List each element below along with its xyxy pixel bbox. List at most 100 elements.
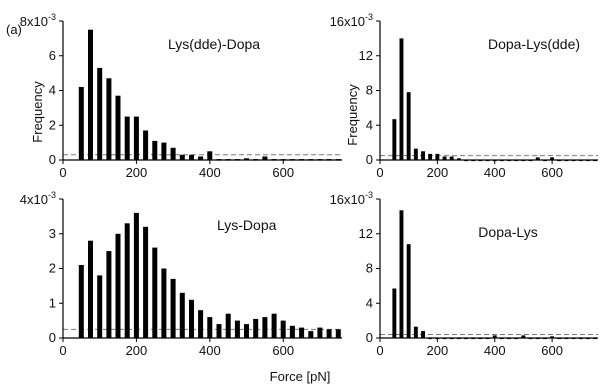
y-multiplier-label: 16x10-3 [330, 190, 373, 207]
y-tick-label: 8 [366, 83, 373, 98]
histogram-bar [399, 38, 404, 160]
y-tick-label: 4 [49, 83, 56, 98]
histogram-bar [207, 317, 213, 338]
histogram-bar [317, 327, 323, 338]
histogram-bar [308, 331, 314, 338]
histogram-bar [435, 153, 440, 160]
histogram-bar [170, 278, 176, 338]
histogram-bar [521, 335, 526, 338]
histogram-bar [225, 313, 231, 338]
histogram-bar [442, 156, 447, 160]
x-tick-label: 600 [541, 343, 563, 358]
histogram-bar [326, 329, 332, 338]
x-tick-label: 0 [376, 165, 383, 180]
histogram-bar [449, 156, 454, 160]
histogram-bar [143, 130, 149, 160]
histogram-bar [335, 329, 341, 338]
histogram-bar [550, 336, 554, 338]
panel-title: Dopa-Lys(dde) [488, 36, 580, 52]
x-tick-label: 600 [272, 343, 294, 358]
histogram-bar [152, 140, 158, 160]
x-tick-label: 200 [126, 165, 148, 180]
y-tick-label: 6 [49, 48, 56, 63]
y-tick-label: 12 [359, 48, 373, 63]
histogram-bar [456, 158, 461, 160]
histogram-bar [421, 151, 425, 160]
panel-title: Lys-Dopa [217, 217, 277, 233]
histogram-bar [179, 292, 185, 338]
histogram-bar [262, 317, 268, 338]
histogram-bar [115, 233, 121, 339]
y-tick-label: 12 [359, 226, 373, 241]
histogram-bar [133, 212, 139, 338]
y-multiplier-label: 8x10-3 [20, 12, 56, 29]
histogram-bar [413, 148, 418, 160]
y-tick-label: 0 [49, 152, 56, 167]
histogram-bar [406, 92, 411, 160]
histogram-bar [392, 119, 397, 160]
histogram-bar [399, 210, 404, 338]
histogram-bar [234, 320, 240, 338]
histogram-bar [170, 147, 176, 160]
panel-dopa-lys: 0 200 400 600 0 4 8 12 16x10-3 Dopa-Lys [330, 190, 598, 358]
histogram-bar [244, 324, 249, 338]
histogram-bar [289, 325, 295, 338]
histogram-bar [198, 310, 204, 338]
histogram-bar [262, 156, 268, 160]
histogram-bar [97, 275, 103, 338]
x-tick-label: 400 [484, 343, 506, 358]
histogram-bar [299, 327, 305, 338]
x-tick-label: 200 [126, 343, 148, 358]
y-tick-label: 8 [366, 261, 373, 276]
ylabel-top-right: Frequency [345, 84, 360, 146]
figure-label: (a) [6, 22, 22, 37]
histogram-bar [406, 244, 411, 338]
y-multiplier-label: 4x10-3 [20, 190, 56, 207]
histogram-bar [189, 299, 194, 338]
histogram-bar [88, 240, 93, 338]
histogram-bar [413, 326, 418, 338]
histogram-bar [280, 320, 286, 338]
y-tick-label: 0 [49, 330, 56, 345]
histogram-bar [244, 158, 249, 160]
y-tick-label: 1 [49, 295, 56, 310]
histogram-bar [88, 29, 93, 161]
x-tick-label: 200 [427, 165, 449, 180]
x-tick-label: 400 [484, 165, 506, 180]
y-tick-label: 3 [49, 226, 56, 241]
xlabel-shared: Force [pN] [270, 369, 331, 384]
histogram-bar [106, 78, 112, 160]
histogram-bar [161, 142, 167, 160]
histogram-bar [78, 265, 84, 338]
x-tick-label: 0 [59, 343, 66, 358]
y-tick-label: 2 [49, 117, 56, 132]
x-tick-label: 200 [427, 343, 449, 358]
histogram-bar [97, 67, 103, 160]
y-multiplier-label: 16x10-3 [330, 12, 373, 29]
y-tick-label: 0 [366, 152, 373, 167]
histogram-bar [161, 268, 167, 338]
histogram-bar [253, 318, 259, 338]
histogram-bar [78, 87, 84, 160]
histogram-bar [492, 335, 497, 338]
histogram-bar [152, 247, 158, 338]
histogram-bar [106, 251, 112, 338]
ylabel-top-left: Frequency [30, 81, 45, 143]
histogram-bar [550, 157, 554, 160]
histogram-bar [421, 331, 425, 338]
x-tick-label: 600 [272, 165, 294, 180]
histogram-bar [115, 95, 121, 160]
panel-dopa-lys-dde: 0 200 400 600 0 4 8 12 16x10-3 Dopa-Lys(dde) [330, 12, 598, 180]
histogram-bar [124, 223, 130, 338]
histogram-bar [428, 153, 433, 160]
y-tick-label: 4 [366, 117, 373, 132]
histogram-bar [535, 157, 540, 160]
histogram-bar [133, 116, 139, 160]
histogram-bar [198, 156, 204, 160]
histogram-bar [143, 226, 149, 338]
x-tick-label: 0 [376, 343, 383, 358]
y-tick-label: 4 [366, 295, 373, 310]
histogram-bar [189, 154, 194, 160]
panel-title: Lys(dde)-Dopa [168, 36, 260, 52]
